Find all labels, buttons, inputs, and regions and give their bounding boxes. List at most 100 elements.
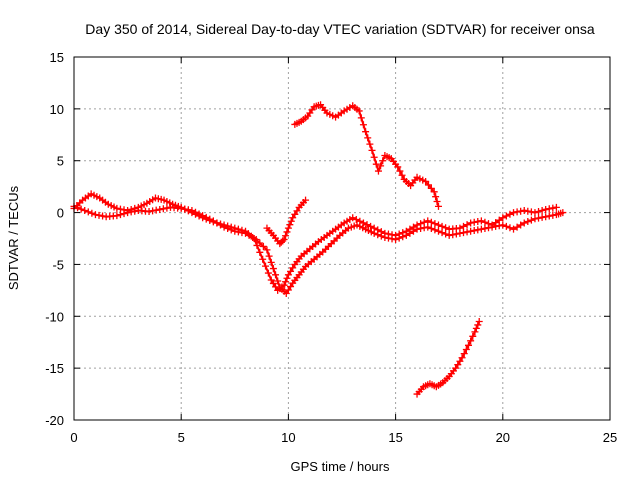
data-point [359,219,367,227]
data-point [159,205,167,213]
data-point [481,218,489,226]
data-point [359,121,367,129]
data-point [420,224,428,232]
data-point [463,221,471,229]
x-tick-label: 15 [388,430,402,445]
data-point [91,211,99,219]
data-point [195,210,203,218]
data-point [388,235,396,243]
data-point [184,206,192,214]
data-point [531,215,539,223]
data-point [481,224,489,232]
data-point [81,206,89,214]
y-tick-label: -10 [45,309,64,324]
data-point [74,204,82,212]
x-tick-label: 5 [178,430,185,445]
data-point [384,234,392,242]
data-point [156,205,164,213]
data-point [471,328,479,336]
data-point [163,204,171,212]
data-point [181,205,189,213]
data-point [395,234,403,242]
data-point [464,341,472,349]
data-point [188,206,196,214]
data-point [524,218,532,226]
data-point [433,198,441,206]
data-point [113,204,121,212]
data-point [209,217,217,225]
data-point [513,208,521,216]
data-point [227,226,235,234]
data-point [520,219,528,227]
data-point [495,222,503,230]
data-point [499,214,507,222]
data-point [242,229,250,237]
data-point [472,324,480,332]
data-point [279,237,287,245]
data-point [366,140,374,148]
data-point [449,231,457,239]
data-point [127,208,135,216]
data-point [116,211,124,219]
y-tick-label: 10 [50,102,64,117]
data-point [535,214,543,222]
data-point [381,233,389,241]
data-point [432,193,440,201]
data-point [442,230,450,238]
data-point [431,220,439,228]
data-point [84,208,92,216]
series-track-4 [291,101,442,210]
series-markers [263,196,310,248]
data-point [302,196,310,204]
data-point [220,223,228,231]
data-point [538,213,546,221]
data-point [199,212,207,220]
data-point [263,246,271,254]
series-track-5 [413,317,483,398]
data-point [370,229,378,237]
data-point [467,227,475,235]
data-point [442,224,450,232]
series-line [266,199,307,245]
data-point [424,217,432,225]
data-point [506,210,514,218]
data-point [363,221,371,229]
data-point [434,202,442,210]
data-point [462,345,470,353]
data-point [217,221,225,229]
data-point [542,205,550,213]
x-tick-label: 25 [603,430,617,445]
data-point [474,218,482,226]
y-tick-label: -20 [45,413,64,428]
data-point [459,222,467,230]
data-point [95,211,103,219]
y-tick-label: -5 [52,257,64,272]
data-point [524,207,532,215]
y-tick-label: 0 [57,206,64,221]
data-point [396,167,404,175]
data-point [88,209,96,217]
data-point [438,222,446,230]
data-point [531,209,539,217]
data-point [488,223,496,231]
data-point [238,229,246,237]
data-point [231,227,239,235]
data-point [549,211,557,219]
data-point [506,224,514,232]
series-track-2 [70,202,567,297]
series-layer [70,101,567,398]
data-point [362,128,370,136]
data-point [264,269,272,277]
y-tick-label: -15 [45,361,64,376]
x-tick-label: 20 [496,430,510,445]
data-point [224,224,232,232]
data-point [445,231,453,239]
data-point [152,206,160,214]
data-point [282,278,290,286]
data-point [510,209,518,217]
data-point [357,114,365,122]
data-point [459,229,467,237]
data-point [427,218,435,226]
data-point [267,258,275,266]
